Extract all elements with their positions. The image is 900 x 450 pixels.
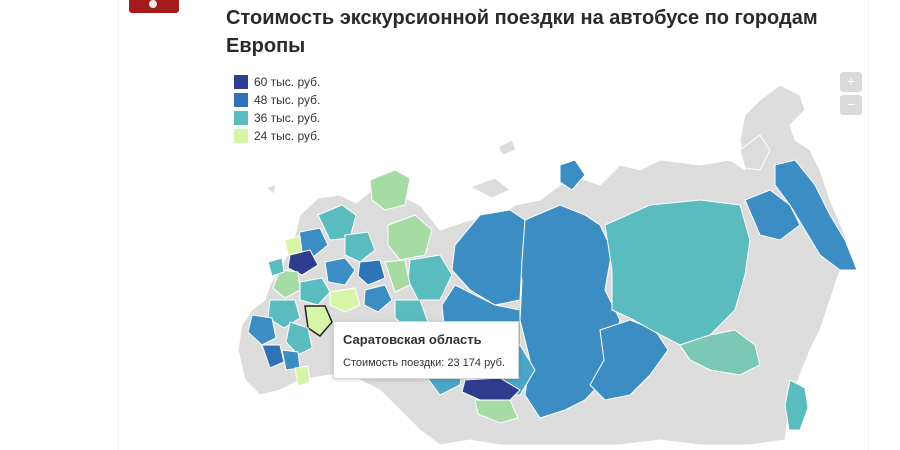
region-yakutia xyxy=(604,199,751,346)
page-title: Стоимость экскурсионной поездки на автоб… xyxy=(226,7,818,57)
region-krasnodar xyxy=(247,314,277,346)
legend-label: 24 тыс. руб. xyxy=(254,129,321,143)
region-taimyr-islands xyxy=(559,159,586,191)
region-volga-2 xyxy=(384,259,411,293)
region-central-5 xyxy=(344,231,376,263)
region-north-west-1 xyxy=(317,204,357,241)
legend-label: 60 тыс. руб. xyxy=(254,75,321,89)
page-left-rule xyxy=(118,0,119,450)
legend-swatch xyxy=(234,93,248,107)
region-arkhangelsk xyxy=(387,214,433,261)
region-central-6 xyxy=(329,287,361,313)
page-right-rule xyxy=(868,0,869,450)
region-kaliningrad xyxy=(267,257,285,277)
region-central-4 xyxy=(324,257,356,286)
legend-label: 48 тыс. руб. xyxy=(254,93,321,107)
region-central-7 xyxy=(357,259,386,286)
region-central-2 xyxy=(284,235,303,256)
tooltip-region-name: Саратовская область xyxy=(343,332,482,347)
tooltip-cost-text: Стоимость поездки: 23 174 руб. xyxy=(343,357,506,369)
region-astrakhan xyxy=(294,365,311,387)
zoom-in-button[interactable]: + xyxy=(840,72,862,92)
region-altai xyxy=(474,399,519,424)
region-tooltip: Саратовская область Стоимость поездки: 2… xyxy=(333,321,519,379)
zoom-out-button[interactable]: − xyxy=(840,95,862,115)
legend-item[interactable]: 60 тыс. руб. xyxy=(234,73,320,91)
region-central-3 xyxy=(299,277,331,306)
legend-swatch xyxy=(234,129,248,143)
region-volga-1 xyxy=(363,284,393,313)
region-amur-khabarovsk xyxy=(679,329,761,376)
region-yamal xyxy=(451,209,526,306)
region-volgograd xyxy=(285,321,313,356)
region-saratov xyxy=(304,305,333,337)
brand-logo[interactable] xyxy=(129,0,179,13)
legend-item[interactable]: 24 тыс. руб. xyxy=(234,127,320,145)
legend-swatch xyxy=(234,75,248,89)
region-magadan xyxy=(744,189,801,241)
region-karelia-murmansk xyxy=(369,169,411,211)
region-central-1 xyxy=(272,269,301,299)
legend-item[interactable]: 36 тыс. руб. xyxy=(234,109,320,127)
region-kamchatka xyxy=(774,159,858,271)
legend-swatch xyxy=(234,111,248,125)
map-legend: 60 тыс. руб. 48 тыс. руб. 36 тыс. руб. 2… xyxy=(234,73,320,145)
legend-label: 36 тыс. руб. xyxy=(254,111,321,125)
region-leningrad xyxy=(287,249,319,276)
region-sakhalin xyxy=(784,379,809,431)
legend-item[interactable]: 48 тыс. руб. xyxy=(234,91,320,109)
